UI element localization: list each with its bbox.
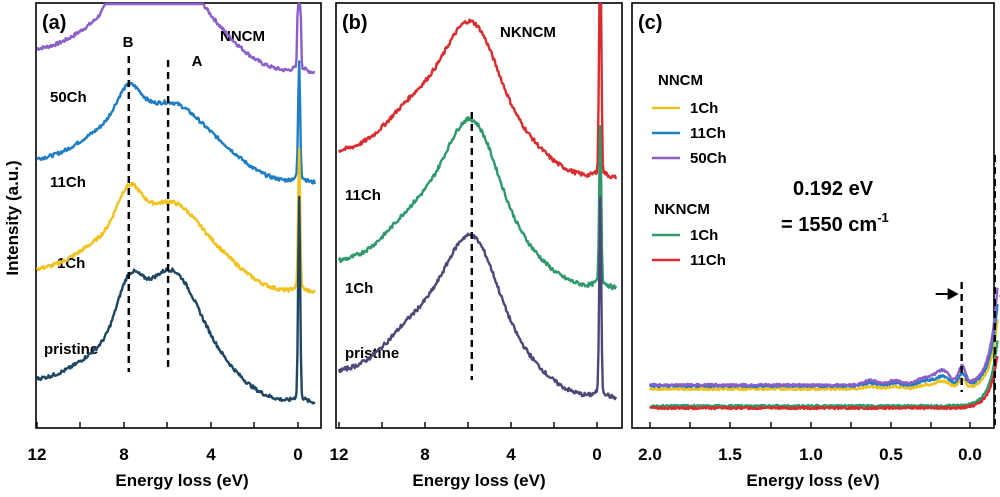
- wavenumber-annotation: = 1550 cm-1: [781, 210, 889, 236]
- peak-b-label: B: [123, 34, 134, 51]
- series-line-pristine: [337, 196, 618, 401]
- series-line-1ch: [35, 147, 316, 294]
- panel-c-xlabel: Energy loss (eV): [746, 471, 879, 490]
- series-label-50ch: 50Ch: [50, 89, 87, 106]
- y-axis-label: Intensity (a.u.): [3, 160, 22, 275]
- series-line-pristine: [35, 195, 316, 405]
- tick-label: 4: [206, 445, 216, 464]
- tick-label: 8: [119, 445, 128, 464]
- tick-label: 1.5: [718, 445, 742, 464]
- panel-b-title: NKNCM: [500, 24, 556, 41]
- peak-a-label: A: [192, 53, 203, 70]
- tick-label: 1.0: [799, 445, 823, 464]
- wavenumber-value: = 1550 cm: [781, 214, 877, 236]
- tick-label: 0.0: [958, 445, 982, 464]
- panel-b-letter: (b): [342, 12, 368, 34]
- panel-b-xlabel: Energy loss (eV): [412, 471, 545, 490]
- arrow-left-icon: [947, 288, 959, 300]
- series-label-11ch: 11Ch: [50, 174, 86, 191]
- panel-c-letter: (c): [638, 12, 662, 34]
- tick-label: 12: [330, 445, 349, 464]
- plot-layer: [35, 2, 1000, 428]
- tick-label: 0: [293, 445, 302, 464]
- panel-c-legend: NNCM 1Ch 11Ch 50Ch NKNCM 1Ch 11Ch: [652, 72, 727, 269]
- legend-label-nncm-1ch: 1Ch: [690, 100, 718, 117]
- tick-label: 2.0: [638, 445, 662, 464]
- tick-label: 12: [28, 445, 47, 464]
- legend-label-nncm-11ch: 11Ch: [690, 125, 726, 142]
- tick-label: 0.5: [879, 445, 903, 464]
- legend-label-nkncm-1ch: 1Ch: [690, 227, 718, 244]
- panel-c-xticks: 2.0 1.5 1.0 0.5 0.0: [638, 445, 982, 464]
- legend-label-nkncm-11ch: 11Ch: [690, 252, 726, 269]
- series-line-11ch: [35, 60, 317, 185]
- series-line-nkncm-1ch: [649, 340, 999, 409]
- series-label-11ch: 11Ch: [345, 187, 381, 204]
- panel-a-letter: (a): [42, 12, 66, 34]
- series-line-50ch: [36, 2, 316, 75]
- series-line-nncm-11ch: [649, 303, 999, 389]
- series-line-11ch: [337, 2, 618, 180]
- legend-group-nncm: NNCM: [658, 72, 703, 89]
- panel-a-xticks: 12 8 4 0: [28, 445, 303, 464]
- panel-b-frame: [335, 2, 623, 429]
- series-label-pristine: pristine: [44, 341, 98, 358]
- tick-label: 4: [506, 445, 516, 464]
- series-line-nncm-1ch: [648, 319, 999, 392]
- tick-label: 0: [592, 445, 601, 464]
- series-line-nkncm-11ch: [649, 355, 999, 411]
- panel-a-xlabel: Energy loss (eV): [115, 471, 248, 490]
- panel-a-title: NNCM: [220, 28, 265, 45]
- tick-label: 8: [420, 445, 429, 464]
- legend-label-nncm-50ch: 50Ch: [690, 150, 727, 167]
- series-label-1ch: 1Ch: [345, 280, 373, 297]
- legend-group-nkncm: NKNCM: [654, 201, 710, 218]
- energy-annotation: 0.192 eV: [793, 178, 874, 200]
- panel-b-xticks: 12 8 4 0: [330, 445, 602, 464]
- series-line-1ch: [337, 116, 618, 291]
- wavenumber-exponent: -1: [877, 210, 889, 225]
- series-line-nncm-50ch: [648, 287, 999, 388]
